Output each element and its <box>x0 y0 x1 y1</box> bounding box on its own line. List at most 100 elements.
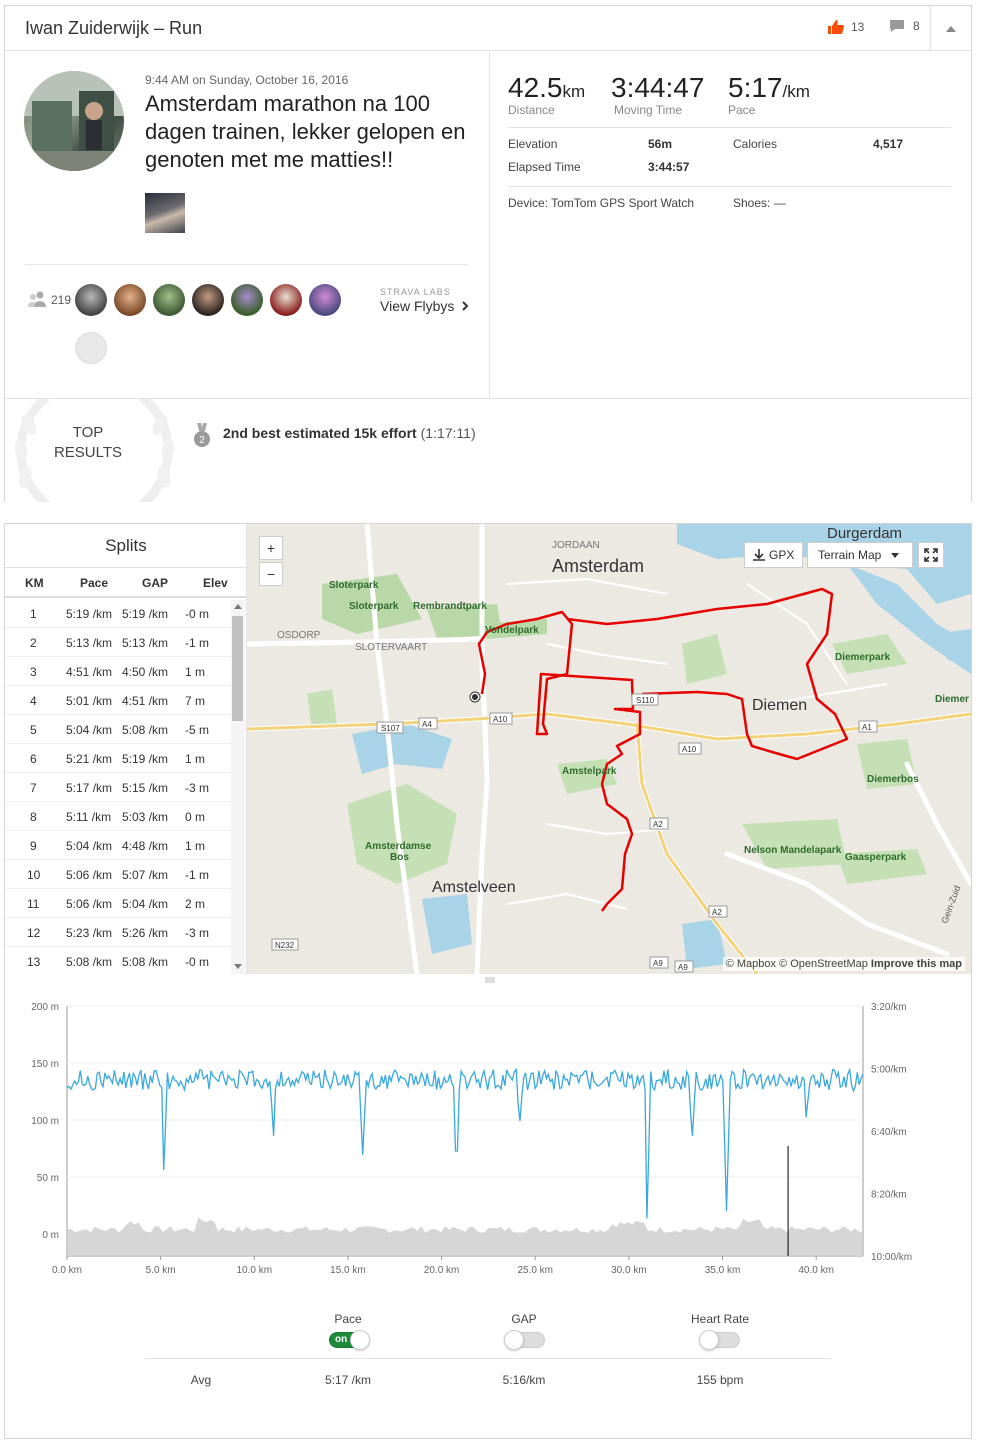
split-row[interactable]: 6 5:21 /km 5:19 /km 1 m <box>5 744 231 773</box>
gap-toggle-label: GAP <box>511 1312 537 1326</box>
group-avatar[interactable] <box>192 284 224 316</box>
y2-tick-label: 10:00/km <box>871 1252 912 1263</box>
resize-handle-icon[interactable] <box>485 977 495 983</box>
split-pace: 5:17 /km <box>66 781 113 795</box>
map-label-gaasperpark: Gaasperpark <box>845 852 907 863</box>
split-km: 4 <box>30 694 37 708</box>
expand-icon <box>924 548 938 562</box>
map-label-bos: Bos <box>390 852 409 863</box>
pace-line <box>66 1067 864 1219</box>
road-label-a1: A1 <box>862 723 872 732</box>
split-pace: 5:13 /km <box>66 636 113 650</box>
collapse-button[interactable] <box>930 6 971 51</box>
moving-time-label: Moving Time <box>614 103 683 117</box>
kudos-button[interactable]: 13 <box>827 19 864 35</box>
split-row[interactable]: 12 5:23 /km 5:26 /km -3 m <box>5 918 231 947</box>
map-type-dropdown[interactable]: Terrain Map <box>807 542 913 568</box>
split-elev: -1 m <box>185 868 209 882</box>
split-row[interactable]: 3 4:51 /km 4:50 /km 1 m <box>5 657 231 686</box>
split-km: 10 <box>27 868 41 882</box>
elapsed-time-label: Elapsed Time <box>508 160 581 174</box>
group-avatar[interactable] <box>75 284 107 316</box>
split-pace: 5:19 /km <box>66 607 113 621</box>
route-map[interactable]: Amsterdam Amstelveen Diemen Durgerdam JO… <box>247 524 971 974</box>
split-row[interactable]: 5 5:04 /km 5:08 /km -5 m <box>5 715 231 744</box>
split-pace: 5:06 /km <box>66 897 113 911</box>
split-row[interactable]: 11 5:06 /km 5:04 /km 2 m <box>5 889 231 918</box>
x-tick-label: 35.0 km <box>705 1265 741 1276</box>
view-flybys-label: View Flybys <box>380 298 455 314</box>
split-row[interactable]: 4 5:01 /km 4:51 /km 7 m <box>5 686 231 715</box>
pace-toggle[interactable]: on <box>329 1330 370 1350</box>
elevation-label: Elevation <box>508 137 558 151</box>
group-avatar[interactable] <box>270 284 302 316</box>
split-row[interactable]: 2 5:13 /km 5:13 /km -1 m <box>5 628 231 657</box>
split-pace: 5:06 /km <box>66 868 113 882</box>
athlete-avatar[interactable] <box>24 71 124 171</box>
elevation-value: 56m <box>648 137 673 151</box>
map-canvas: Amsterdam Amstelveen Diemen Durgerdam JO… <box>247 524 971 974</box>
silver-medal-icon: 2 <box>194 423 210 447</box>
group-avatar[interactable] <box>153 284 185 316</box>
heart-rate-toggle[interactable] <box>699 1330 740 1350</box>
chart-svg: 200 m 150 m 100 m 50 m 0 m 3:20/km 5:00/km 6:40… <box>31 1002 912 1276</box>
best-effort-item[interactable]: 2nd best estimated 15k effort (1:17:11) <box>223 425 476 441</box>
y-tick-label: 150 m <box>31 1059 59 1070</box>
split-gap: 5:04 /km <box>122 897 169 911</box>
split-elev: -5 m <box>185 723 209 737</box>
device-info: Device: TomTom GPS Sport Watch <box>508 196 695 210</box>
split-elev: 1 m <box>185 752 206 766</box>
splits-header-gap: GAP <box>142 576 169 590</box>
split-gap: 5:07 /km <box>122 868 169 882</box>
moving-time-value: 3:44:47 <box>611 72 705 103</box>
divider <box>508 127 951 128</box>
map-label-amsterdam: Amsterdam <box>552 556 644 576</box>
split-row[interactable]: 13 5:08 /km 5:08 /km -0 m <box>5 947 231 974</box>
pace-elevation-chart[interactable]: 200 m 150 m 100 m 50 m 0 m 3:20/km 5:00/km 6:40… <box>5 986 971 1286</box>
split-elev: -1 m <box>185 636 209 650</box>
split-km: 3 <box>30 665 37 679</box>
split-row[interactable]: 1 5:19 /km 5:19 /km -0 m <box>5 599 231 628</box>
x-tick-label: 30.0 km <box>611 1265 647 1276</box>
group-avatar[interactable] <box>309 284 341 316</box>
zoom-out-button[interactable]: − <box>259 562 283 586</box>
group-athlete-count[interactable]: 219 <box>51 293 72 307</box>
thumbs-up-icon <box>828 20 844 34</box>
x-tick-label: 20.0 km <box>424 1265 460 1276</box>
split-elev: -3 m <box>185 781 209 795</box>
map-label-diemerbos: Diemerbos <box>867 774 919 785</box>
activity-heading: Iwan Zuiderwijk – Run <box>25 18 203 38</box>
group-avatar[interactable] <box>114 284 146 316</box>
split-gap: 5:15 /km <box>122 781 169 795</box>
activity-photo-thumbnail[interactable] <box>145 193 185 233</box>
split-row[interactable]: 8 5:11 /km 5:03 /km 0 m <box>5 802 231 831</box>
split-row[interactable]: 9 5:04 /km 4:48 /km 1 m <box>5 831 231 860</box>
map-label-amstelpark: Amstelpark <box>562 766 617 777</box>
improve-map-link[interactable]: Improve this map <box>870 958 962 970</box>
view-flybys-link[interactable]: View Flybys <box>380 298 470 314</box>
split-km: 5 <box>30 723 37 737</box>
split-gap: 5:19 /km <box>122 607 169 621</box>
group-avatar[interactable] <box>231 284 263 316</box>
gpx-download-button[interactable]: GPX <box>744 542 803 568</box>
distance-value: 42.5 <box>508 72 563 103</box>
fullscreen-button[interactable] <box>918 542 944 568</box>
map-label-rembrandtpark: Rembrandtpark <box>413 601 487 612</box>
split-km: 11 <box>27 897 40 911</box>
scroll-up-icon[interactable] <box>234 604 242 609</box>
split-row[interactable]: 7 5:17 /km 5:15 /km -3 m <box>5 773 231 802</box>
comments-button[interactable]: 8 <box>889 19 920 33</box>
scroll-down-icon[interactable] <box>234 964 242 969</box>
group-avatar-placeholder[interactable] <box>75 332 107 364</box>
avatar-photo <box>24 71 124 171</box>
download-icon <box>753 549 765 561</box>
zoom-in-button[interactable]: + <box>259 536 283 560</box>
split-km: 2 <box>30 636 37 650</box>
split-gap: 5:26 /km <box>122 926 169 940</box>
pace-toggle-state: on <box>335 1334 348 1345</box>
gap-toggle[interactable] <box>504 1330 545 1350</box>
elapsed-time-value: 3:44:57 <box>648 160 690 174</box>
kudos-count: 13 <box>851 20 865 34</box>
split-row[interactable]: 10 5:06 /km 5:07 /km -1 m <box>5 860 231 889</box>
splits-scrollbar-thumb[interactable] <box>232 616 243 721</box>
